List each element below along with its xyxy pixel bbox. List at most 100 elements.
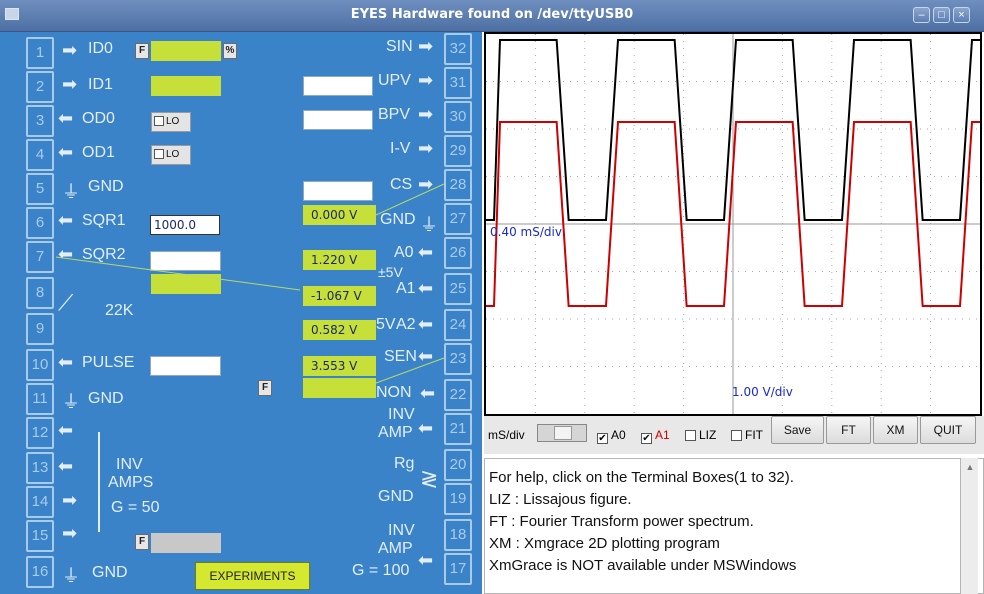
arrow-left-icon: ⬅ (58, 352, 74, 372)
arrow-right-icon: ➡ (62, 523, 78, 543)
label-inv-18: INV (388, 522, 415, 539)
help-line: XM : Xmgrace 2D plotting program (489, 535, 720, 552)
label-sqr1: SQR1 (82, 212, 126, 229)
arrow-left-icon: ⬅ (58, 456, 74, 476)
arrow-left-icon: ⬅ (58, 244, 74, 264)
slider-handle[interactable] (554, 426, 572, 440)
liz-checkbox[interactable]: LIZ (685, 428, 716, 442)
amp-bracket (98, 432, 100, 532)
title-bar: EYES Hardware found on /dev/ttyUSB0 – □ … (0, 0, 984, 32)
maximize-icon[interactable]: □ (933, 7, 950, 23)
terminal-5[interactable]: 5 (26, 173, 54, 205)
sqr2-frequency-input[interactable] (150, 251, 221, 271)
id1-display (151, 76, 221, 96)
help-line: For help, click on the Terminal Boxes(1 … (489, 469, 794, 486)
xm-button[interactable]: XM (873, 416, 918, 444)
terminal-26[interactable]: 26 (444, 237, 472, 269)
terminal-22[interactable]: 22 (444, 379, 472, 411)
scroll-up-icon[interactable]: ▲ (965, 462, 975, 472)
terminal-13[interactable]: 13 (26, 452, 54, 484)
timebase-slider[interactable] (537, 424, 587, 442)
help-line: FT : Fourier Transform power spectrum. (489, 513, 754, 530)
arrow-left-icon: ⬅ (420, 383, 436, 403)
readout-26: 1.220 V (303, 250, 376, 270)
label-22k: 22K (105, 302, 134, 319)
terminal-20[interactable]: 20 (444, 449, 472, 481)
label-upv: UPV (378, 72, 411, 89)
terminal-3[interactable]: 3 (26, 105, 54, 137)
terminal-23[interactable]: 23 (444, 343, 472, 375)
label-rg: Rg (394, 455, 415, 472)
trace-a0 (486, 39, 984, 221)
pulse-input[interactable] (150, 356, 221, 376)
od0-lo-checkbox[interactable]: LO (151, 112, 191, 132)
terminal-11[interactable]: 11 (26, 383, 54, 415)
oscilloscope-display[interactable]: 0.40 mS/div 1.00 V/div (484, 32, 984, 416)
variable-resistor-icon: ⟋ (58, 290, 74, 315)
label-gnd-19: GND (378, 488, 414, 505)
terminal-4[interactable]: 4 (26, 139, 54, 171)
terminal-2[interactable]: 2 (26, 71, 54, 103)
minimize-icon[interactable]: – (913, 7, 930, 23)
volt-per-div-label: 1.00 V/div (732, 385, 793, 399)
save-button[interactable]: Save (771, 416, 824, 444)
terminal-21[interactable]: 21 (444, 413, 472, 445)
sqr2-display (151, 274, 221, 294)
close-icon[interactable]: × (953, 7, 970, 23)
od1-lo-checkbox[interactable]: LO (151, 145, 191, 165)
experiments-button[interactable]: EXPERIMENTS (195, 562, 310, 590)
terminal-24[interactable]: 24 (444, 309, 472, 341)
f-button-15[interactable]: F (135, 534, 149, 550)
terminal-15[interactable]: 15 (26, 520, 54, 552)
arrow-right-icon: ➡ (418, 36, 434, 56)
terminal-10[interactable]: 10 (26, 349, 54, 381)
label-inv: INV (116, 456, 143, 473)
msdiv-label: mS/div (488, 428, 525, 442)
f-button-22[interactable]: F (258, 380, 272, 396)
ft-button[interactable]: FT (826, 416, 871, 444)
terminal-25[interactable]: 25 (444, 273, 472, 305)
hardware-board (0, 32, 482, 594)
terminal-17[interactable]: 17 (444, 553, 472, 585)
terminal-1[interactable]: 1 (26, 37, 54, 69)
arrow-left-icon: ⬅ (418, 242, 434, 262)
vertical-scrollbar[interactable]: ▲ (960, 458, 978, 594)
terminal-30[interactable]: 30 (444, 101, 472, 133)
bpv-input[interactable] (303, 110, 373, 130)
help-text-area[interactable]: For help, click on the Terminal Boxes(1 … (484, 458, 984, 594)
label-iv: I-V (390, 140, 411, 157)
terminal-9[interactable]: 9 (26, 313, 54, 345)
arrow-right-icon: ➡ (62, 40, 78, 60)
label-sin: SIN (386, 38, 413, 55)
terminal-7[interactable]: 7 (26, 241, 54, 273)
terminal-14[interactable]: 14 (26, 486, 54, 518)
terminal-22-display (303, 378, 376, 398)
arrow-left-icon: ⬅ (418, 418, 434, 438)
a1-label: A1 (655, 428, 670, 442)
cs-input[interactable] (303, 181, 373, 201)
label-id0: ID0 (88, 40, 113, 57)
terminal-6[interactable]: 6 (26, 207, 54, 239)
terminal-31[interactable]: 31 (444, 67, 472, 99)
a1-checkbox[interactable]: ✔ A1 (641, 428, 670, 444)
terminal-8[interactable]: 8 (26, 277, 54, 309)
freq-f-button[interactable]: F (135, 43, 149, 59)
label-gain-50: G = 50 (111, 499, 160, 516)
percent-button[interactable]: % (223, 43, 237, 59)
terminal-27[interactable]: 27 (444, 203, 472, 235)
quit-button[interactable]: QUIT (920, 416, 976, 444)
upv-input[interactable] (303, 76, 373, 96)
trace-a1 (486, 121, 984, 307)
sqr1-frequency-input[interactable]: 1000.0 (150, 215, 220, 235)
ground-icon: ⏚ (62, 392, 80, 412)
terminal-28[interactable]: 28 (444, 169, 472, 201)
terminal-29[interactable]: 29 (444, 135, 472, 167)
fit-checkbox[interactable]: FIT (731, 428, 763, 442)
terminal-19[interactable]: 19 (444, 483, 472, 515)
resistor-icon: ≷ (420, 466, 439, 491)
terminal-18[interactable]: 18 (444, 519, 472, 551)
terminal-16[interactable]: 16 (26, 556, 54, 588)
a0-checkbox[interactable]: ✔ A0 (597, 428, 626, 444)
terminal-32[interactable]: 32 (444, 33, 472, 65)
terminal-12[interactable]: 12 (26, 417, 54, 449)
